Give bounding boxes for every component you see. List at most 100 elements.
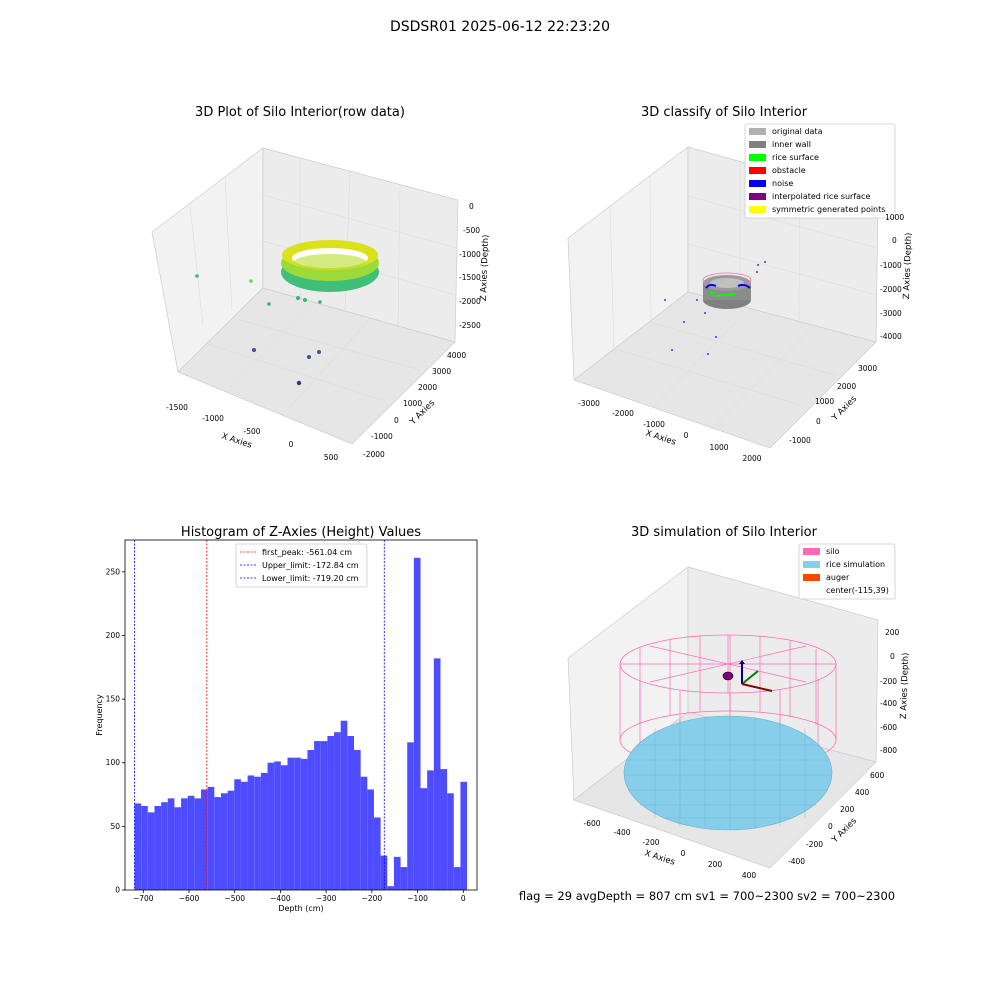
- p1-ytick-6: 4000: [447, 351, 466, 360]
- figure-suptitle: DSDSR01 2025-06-12 22:23:20: [390, 19, 610, 35]
- p1-ytick-3: 1000: [403, 399, 422, 408]
- histogram-bar: [274, 761, 281, 890]
- histogram-bar: [201, 789, 208, 890]
- p2-ztick-5: -4000: [880, 332, 902, 341]
- histogram-bar: [460, 781, 468, 890]
- legend-swatch-symmetric-generated-points: [749, 206, 766, 213]
- panel-classify-3d: 3D classify of Silo Interior: [567, 105, 914, 463]
- p1-ztick-1: -500: [463, 226, 480, 235]
- histogram-bar: [207, 786, 215, 890]
- histogram-bar: [307, 750, 315, 890]
- histogram-bar: [387, 886, 394, 890]
- legend-label-rice-surface: rice surface: [772, 153, 819, 162]
- histogram-bar: [373, 817, 381, 890]
- histogram-bar: [134, 803, 142, 890]
- histogram-bar: [300, 758, 308, 890]
- histogram-ylabel: Frequency: [95, 694, 104, 736]
- auger-and-axes: [722, 660, 773, 692]
- p2-zlabel: Z Axies (Depth): [902, 232, 914, 299]
- panel-simulation-3d: 3D simulation of Silo Interior: [567, 525, 911, 880]
- p1-ytick-5: 3000: [432, 367, 451, 376]
- p4-ytick-3: 200: [840, 805, 855, 814]
- p1-zlabel: Z Axies (Depth): [479, 234, 491, 301]
- legend-label-center: center(-115,39): [826, 586, 889, 595]
- legend-label-lower-limit: Lower_limit: -719.20 cm: [262, 574, 359, 583]
- histogram-title: Histogram of Z-Axies (Height) Values: [181, 525, 421, 540]
- p2-ztick-1: 0: [892, 236, 897, 245]
- histogram-bar: [400, 867, 408, 890]
- histogram-ytick-label: 100: [106, 758, 121, 767]
- histogram-xtick-label: −400: [270, 894, 291, 903]
- histogram-ytick-label: 200: [106, 631, 121, 640]
- p4-ytick-2: 0: [828, 822, 833, 831]
- legend-label-inner-wall: inner wall: [772, 140, 811, 149]
- panel2-ticks: -3000 -2000 -1000 0 1000 2000 -1000 0 10…: [578, 213, 904, 463]
- rice-simulation-surface: [623, 715, 833, 831]
- legend-label-auger: auger: [826, 573, 850, 582]
- histogram-bar: [227, 790, 235, 890]
- legend-swatch-silo: [803, 548, 820, 555]
- histogram-bar: [147, 812, 155, 890]
- histogram-bar: [174, 807, 182, 890]
- histogram-ytick-label: 250: [106, 567, 121, 576]
- p4-xtick-3: 0: [681, 849, 686, 858]
- histogram-bar: [294, 757, 301, 890]
- histogram-bar: [280, 765, 288, 890]
- p4-xtick-5: 400: [742, 871, 757, 880]
- p4-ztick-0: 200: [885, 628, 900, 637]
- p1-xtick-0: -1500: [166, 403, 188, 412]
- histogram-ytick-label: 50: [110, 822, 120, 831]
- legend-swatch-interpolated-rice-surface: [749, 193, 766, 200]
- p4-ztick-3: -400: [880, 699, 897, 708]
- p1-ytick-4: 2000: [418, 383, 437, 392]
- p4-ytick-1: -200: [806, 840, 823, 849]
- legend-swatch-noise: [749, 180, 766, 187]
- histogram-xtick-label: −500: [224, 894, 245, 903]
- p2-ztick-0: 1000: [885, 213, 904, 222]
- histogram-bar: [340, 720, 348, 890]
- histogram-bar: [314, 741, 321, 890]
- histogram-bar: [234, 779, 241, 890]
- histogram-xtick-label: −200: [362, 894, 383, 903]
- histogram-xtick-label: −600: [179, 894, 200, 903]
- p2-ytick-2: 1000: [815, 397, 834, 406]
- histogram-bar: [260, 772, 268, 890]
- p2-ytick-1: 0: [816, 417, 821, 426]
- p2-ztick-2: -1000: [880, 261, 902, 270]
- legend-label-upper-limit: Upper_limit: -172.84 cm: [262, 561, 359, 570]
- p4-ylabel: Y Axies: [829, 816, 859, 846]
- panel1-points: [195, 240, 379, 386]
- p1-xtick-3: 0: [289, 440, 294, 449]
- histogram-bar: [453, 867, 461, 890]
- histogram-bar: [354, 750, 361, 890]
- p4-ztick-2: -200: [880, 677, 897, 686]
- p1-ztick-4: -2000: [459, 297, 481, 306]
- panel-raw-3d: 3D Plot of Silo Interior(row data): [151, 105, 491, 462]
- legend-label-rice-simulation: rice simulation: [826, 560, 885, 569]
- histogram-bar: [367, 789, 374, 890]
- panel1-ticks: -1500 -1000 -500 0 500 -2000 -1000 0 100…: [166, 202, 481, 462]
- p1-ytick-2: 0: [394, 416, 399, 425]
- histogram-bar: [320, 741, 328, 890]
- p4-ytick-0: -400: [788, 857, 805, 866]
- histogram-bar: [420, 788, 428, 890]
- p2-xtick-5: 2000: [742, 454, 761, 463]
- histogram-legend: first_peak: -561.04 cm Upper_limit: -172…: [235, 543, 368, 588]
- p1-ztick-3: -1500: [459, 273, 481, 282]
- p1-xtick-2: -500: [243, 427, 260, 436]
- histogram-bar: [393, 856, 401, 890]
- legend-label-silo: silo: [826, 547, 840, 556]
- histogram-xtick-label: 0: [461, 894, 466, 903]
- histogram-bar: [254, 776, 261, 890]
- histogram-bar: [360, 776, 368, 890]
- p2-ytick-3: 2000: [837, 382, 856, 391]
- panel1-title: 3D Plot of Silo Interior(row data): [195, 105, 405, 120]
- p4-xtick-4: 200: [708, 860, 723, 869]
- panel4-title: 3D simulation of Silo Interior: [631, 525, 818, 540]
- p4-ztick-1: 0: [890, 652, 895, 661]
- p2-xlabel: X Axies: [644, 428, 677, 447]
- histogram-bar: [347, 736, 354, 890]
- histogram-bar: [334, 732, 341, 890]
- p2-ytick-0: -1000: [789, 436, 811, 445]
